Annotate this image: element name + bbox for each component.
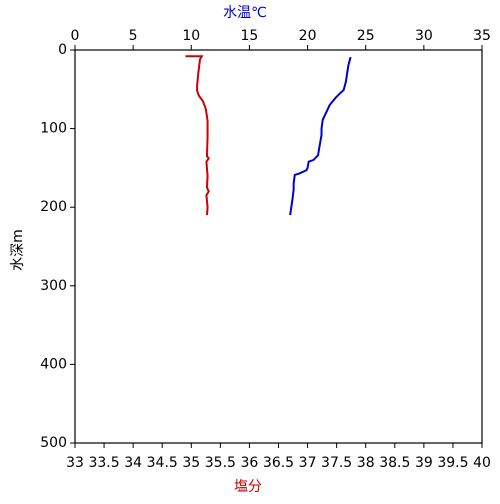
x2-tick-label: 10: [182, 28, 200, 44]
x2-tick-label: 5: [129, 28, 138, 44]
x-tick-label: 35.5: [205, 455, 236, 471]
x-tick-label: 37: [299, 455, 317, 471]
x2-tick-label: 25: [357, 28, 375, 44]
x-tick-label: 38.5: [379, 455, 410, 471]
x-tick-label: 38: [357, 455, 375, 471]
profile-line: [289, 56, 352, 216]
x2-tick-label: 30: [415, 28, 433, 44]
x2-tick-label: 20: [299, 28, 317, 44]
y-tick-label: 500: [40, 435, 67, 451]
x-tick-label: 35: [182, 455, 200, 471]
y-tick-label: 0: [58, 42, 67, 58]
y-tick-label: 200: [40, 199, 67, 215]
x-tick-label: 39.5: [437, 455, 468, 471]
x-tick-label: 39: [415, 455, 433, 471]
x-tick-label: 36: [241, 455, 259, 471]
x-tick-label: 36.5: [263, 455, 294, 471]
y-tick-label: 100: [40, 121, 67, 137]
x2-tick-label: 0: [71, 28, 80, 44]
y-tick-label: 400: [40, 356, 67, 372]
x-tick-label: 40: [473, 455, 491, 471]
x2-tick-label: 15: [241, 28, 259, 44]
y-tick-label: 300: [40, 278, 67, 294]
x-tick-label: 33.5: [88, 455, 119, 471]
x-tick-label: 33: [66, 455, 84, 471]
x-tick-label: 37.5: [321, 455, 352, 471]
y-axis-label: 水深m: [10, 229, 26, 271]
plot-frame: [74, 49, 483, 444]
x-axis-label: 塩分: [234, 479, 262, 495]
profile-line: [185, 55, 210, 216]
x2-tick-label: 35: [473, 28, 491, 44]
x2-axis-label: 水温℃: [223, 5, 267, 21]
x-tick-label: 34: [124, 455, 142, 471]
x-tick-label: 34.5: [147, 455, 178, 471]
